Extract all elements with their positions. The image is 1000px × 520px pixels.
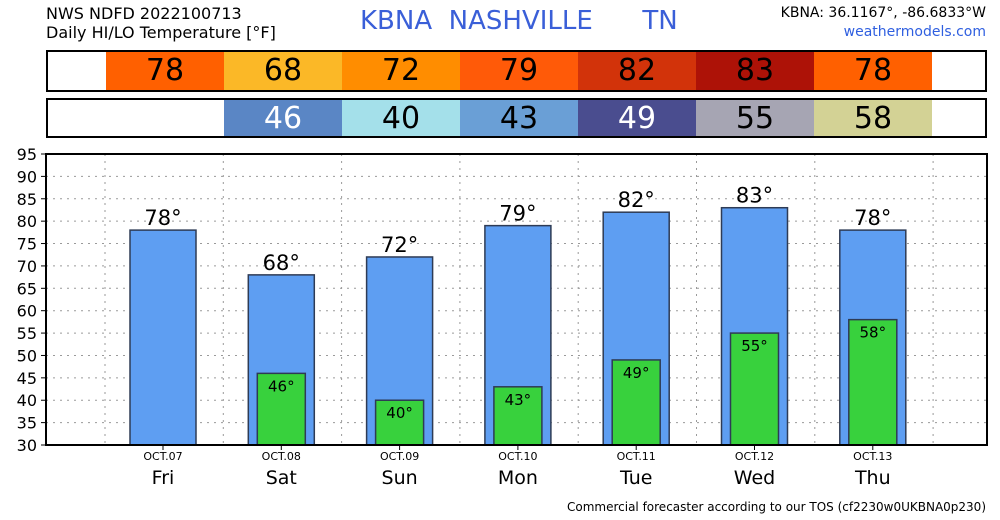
date-label: OCT.08 bbox=[262, 450, 301, 463]
y-tick-label: 55 bbox=[17, 324, 37, 343]
y-tick-label: 65 bbox=[17, 279, 37, 298]
low-temp-bar bbox=[374, 399, 425, 446]
day-label: Wed bbox=[734, 467, 775, 489]
y-tick-label: 40 bbox=[17, 391, 37, 410]
date-label: OCT.13 bbox=[853, 450, 892, 463]
y-tick-label: 60 bbox=[17, 302, 37, 321]
plot-frame bbox=[45, 153, 988, 446]
low-temp-label: 43° bbox=[505, 391, 532, 409]
high-temp-label: 82° bbox=[618, 188, 655, 212]
low-temp-bar bbox=[611, 359, 661, 446]
low-temp-cell: 55 bbox=[696, 100, 814, 136]
site-link[interactable]: weathermodels.com bbox=[843, 24, 986, 40]
day-label: Thu bbox=[854, 467, 891, 489]
low-temp-bar bbox=[256, 372, 307, 446]
date-label: OCT.07 bbox=[143, 450, 182, 463]
day-label: Sat bbox=[266, 467, 297, 489]
high-temp-label: 79° bbox=[499, 202, 536, 226]
high-temp-cell: 78 bbox=[106, 52, 224, 90]
date-label: OCT.10 bbox=[498, 450, 537, 463]
high-temp-cell: 72 bbox=[342, 52, 460, 90]
low-temp-cell: 49 bbox=[578, 100, 696, 136]
high-temp-label: 72° bbox=[381, 233, 418, 257]
high-temp-bar bbox=[129, 229, 197, 446]
station-title: KBNA NASHVILLE TN bbox=[360, 6, 678, 36]
y-tick-label: 75 bbox=[17, 235, 37, 254]
y-tick-label: 35 bbox=[17, 414, 37, 433]
temperature-chart: 30 35 40 45 50 55 60 65 70 75 80 85 90 95 78° OCT.07 Fri… bbox=[17, 145, 988, 489]
high-temp-cell: 79 bbox=[460, 52, 578, 90]
header-left: NWS NDFD 2022100713 Daily HI/LO Temperat… bbox=[46, 4, 276, 42]
low-temp-cell: 46 bbox=[224, 100, 342, 136]
high-temp-label: 68° bbox=[263, 251, 300, 275]
high-temp-cell: 82 bbox=[578, 52, 696, 90]
y-tick-label: 90 bbox=[17, 167, 37, 186]
high-temp-cell: 68 bbox=[224, 52, 342, 90]
high-temp-strip: 78 68 72 79 82 83 78 bbox=[46, 50, 987, 92]
low-temp-cell: 58 bbox=[814, 100, 932, 136]
high-temp-label: 78° bbox=[854, 206, 891, 230]
y-tick-label: 30 bbox=[17, 436, 37, 455]
y-tick-label: 45 bbox=[17, 369, 37, 388]
day-label: Fri bbox=[152, 467, 175, 489]
high-temp-label: 83° bbox=[736, 184, 773, 208]
date-label: OCT.09 bbox=[380, 450, 419, 463]
date-label: OCT.11 bbox=[617, 450, 656, 463]
low-temp-strip: 46 40 43 49 55 58 bbox=[46, 98, 987, 138]
low-temp-label: 40° bbox=[386, 404, 413, 422]
day-label: Sun bbox=[382, 467, 418, 489]
low-temp-label: 49° bbox=[623, 364, 650, 382]
low-temp-cell: 43 bbox=[460, 100, 578, 136]
footer-note: Commercial forecaster according to our T… bbox=[566, 500, 986, 514]
day-label: Tue bbox=[619, 467, 652, 489]
high-temp-cell: 78 bbox=[814, 52, 932, 90]
y-tick-label: 80 bbox=[17, 212, 37, 231]
high-temp-cell: 83 bbox=[696, 52, 814, 90]
low-temp-bar bbox=[493, 386, 543, 446]
header-right: KBNA: 36.1167°, -86.6833°W weathermodels… bbox=[781, 4, 986, 42]
low-temp-label: 46° bbox=[268, 377, 295, 395]
y-tick-label: 50 bbox=[17, 346, 37, 365]
coords-label: KBNA: 36.1167°, -86.6833°W bbox=[780, 5, 986, 21]
day-label: Mon bbox=[498, 467, 538, 489]
high-temp-label: 78° bbox=[144, 206, 181, 230]
y-tick-label: 85 bbox=[17, 190, 37, 209]
y-tick-label: 95 bbox=[17, 145, 37, 164]
date-label: OCT.12 bbox=[735, 450, 774, 463]
low-temp-cell: 40 bbox=[342, 100, 460, 136]
low-temp-label: 58° bbox=[860, 324, 887, 342]
product-label: Daily HI/LO Temperature [°F] bbox=[46, 23, 276, 42]
low-temp-bar bbox=[848, 318, 898, 446]
model-run-label: NWS NDFD 2022100713 bbox=[46, 4, 242, 23]
low-temp-label: 55° bbox=[741, 337, 768, 355]
y-tick-label: 70 bbox=[17, 257, 37, 276]
low-temp-bar bbox=[729, 332, 780, 446]
